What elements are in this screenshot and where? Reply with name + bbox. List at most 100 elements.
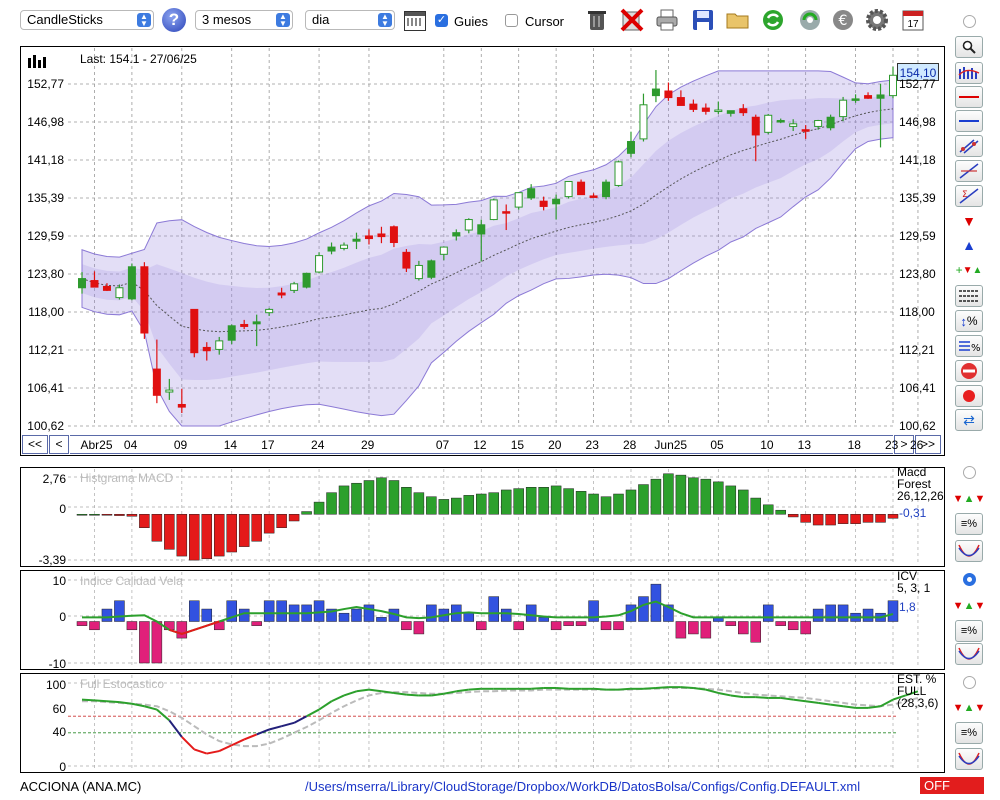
guides-checkbox[interactable]: ✓ xyxy=(435,14,448,27)
icv-bar xyxy=(800,621,811,635)
trash-icon[interactable] xyxy=(584,6,610,34)
arrow-up-blue-icon[interactable]: ▲ xyxy=(962,237,976,253)
icv-bar xyxy=(500,608,512,622)
config-path-link[interactable]: /Users/mserra/Library/CloudStorage/Dropb… xyxy=(305,779,861,794)
icv-chart[interactable] xyxy=(20,570,945,670)
chart-type-select[interactable]: CandleSticks ▲ ▼ xyxy=(20,10,154,30)
macd-bar xyxy=(126,513,138,517)
v-curve-icon[interactable] xyxy=(955,643,983,665)
icv-bar xyxy=(363,604,375,622)
gear-icon[interactable] xyxy=(864,6,890,34)
x-tick-label: 15 xyxy=(510,438,525,452)
icv-bar xyxy=(675,621,687,639)
stoch-k-segment xyxy=(556,686,569,690)
icv-bar xyxy=(513,621,524,631)
update-icon[interactable] xyxy=(797,6,823,34)
macd-bar xyxy=(288,513,300,522)
interval-select[interactable]: dia ▲ ▼ xyxy=(305,10,395,30)
stoch-k-segment xyxy=(318,700,333,711)
help-icon[interactable]: ? xyxy=(162,8,186,32)
candle-body xyxy=(826,116,835,129)
stop-icon[interactable] xyxy=(955,385,983,407)
percent-lines-icon[interactable]: ≡% xyxy=(955,620,983,642)
status-off-badge[interactable]: OFF xyxy=(920,777,984,794)
percent-range-icon[interactable]: ↕% xyxy=(955,310,983,332)
y-tick-label-left: 129,59 xyxy=(27,229,64,243)
y-tick-label-left: 112,21 xyxy=(28,343,64,357)
icv-bar xyxy=(663,604,674,622)
macd-bar xyxy=(476,493,487,515)
y-tick-label-right: 123,80 xyxy=(899,267,936,281)
stoch-ytick-100: 100 xyxy=(45,678,66,692)
icv-bar xyxy=(226,600,237,622)
delete-icon[interactable] xyxy=(619,6,645,34)
icv-bar xyxy=(89,621,100,631)
arrow-down-red-icon[interactable]: ▼ xyxy=(962,213,976,229)
panel-radio-stoch[interactable] xyxy=(963,676,976,689)
icv-bar xyxy=(126,621,138,631)
stoch-k-segment xyxy=(281,721,295,728)
arrows-red-green-icon[interactable]: ▼ ▲ ▼ xyxy=(952,493,986,505)
v-curve-icon[interactable] xyxy=(955,540,983,562)
icv-signal-line-negative xyxy=(169,620,220,636)
candle-body xyxy=(801,129,810,132)
lines-icon[interactable] xyxy=(955,285,983,307)
refresh-icon[interactable] xyxy=(760,6,786,34)
nav-last-button[interactable]: >> xyxy=(915,435,941,454)
candle-body xyxy=(776,120,785,123)
horizontal-line-red-icon[interactable] xyxy=(955,86,983,108)
macd-bar xyxy=(263,513,275,534)
candle-body xyxy=(115,287,124,299)
macd-bar xyxy=(426,496,437,515)
arrows-red-green-icon[interactable]: ▼ ▲ ▼ xyxy=(952,702,986,714)
swap-icon[interactable]: ⇄ xyxy=(955,409,983,431)
candle-body xyxy=(240,323,249,327)
add-arrows-icon[interactable]: + ▼ ▲ xyxy=(955,263,983,277)
arrows-red-green-icon[interactable]: ▼ ▲ ▼ xyxy=(952,600,986,612)
cursor-checkbox[interactable] xyxy=(505,14,518,27)
nav-prev-button[interactable]: < xyxy=(49,435,69,454)
print-icon[interactable] xyxy=(654,6,680,34)
folder-icon[interactable] xyxy=(725,6,751,34)
no-entry-icon[interactable] xyxy=(955,360,983,382)
panel-radio-macd[interactable] xyxy=(963,466,976,479)
panel-radio-icv[interactable] xyxy=(963,573,976,586)
calendar-grid-icon[interactable] xyxy=(404,11,426,31)
stoch-k-segment xyxy=(393,691,407,696)
macd-bar xyxy=(151,513,163,542)
period-select[interactable]: 3 mesos ▲ ▼ xyxy=(195,10,293,30)
channel-icon[interactable] xyxy=(955,135,983,157)
stochastic-chart[interactable] xyxy=(20,673,945,773)
nav-next-button[interactable]: > xyxy=(894,435,914,454)
sigma-icon[interactable]: Σ xyxy=(955,185,983,207)
macd-histogram[interactable] xyxy=(20,467,945,567)
candle-body xyxy=(340,244,349,249)
macd-bar xyxy=(688,477,699,515)
icv-bar xyxy=(525,604,537,622)
timeline-bar[interactable] xyxy=(70,435,893,454)
macd-bar xyxy=(513,488,524,515)
horizontal-line-blue-icon[interactable] xyxy=(955,110,983,132)
zoom-icon[interactable] xyxy=(955,36,983,58)
currency-icon[interactable]: € xyxy=(830,6,856,34)
stoch-k-segment xyxy=(356,688,370,693)
candle-body xyxy=(439,246,448,255)
nav-first-button[interactable]: << xyxy=(22,435,48,454)
candle-chart-icon[interactable] xyxy=(955,62,983,84)
macd-legend-name: Macd xyxy=(897,465,927,479)
candlestick-chart[interactable] xyxy=(20,46,945,431)
v-curve-icon[interactable] xyxy=(955,748,983,770)
percent-lines-icon[interactable]: ≡% xyxy=(955,722,983,744)
candle-body xyxy=(664,90,673,99)
save-icon[interactable] xyxy=(690,6,716,34)
calendar-icon[interactable]: 17 xyxy=(900,6,926,34)
y-tick-label-right: 118,00 xyxy=(899,305,935,319)
percent-lines-icon[interactable]: ≡% xyxy=(955,513,983,535)
candle-body xyxy=(402,251,411,269)
percent-icon[interactable]: % xyxy=(955,335,983,357)
stoch-k-segment xyxy=(381,690,395,694)
panel-radio-main[interactable] xyxy=(963,15,976,28)
icv-bar xyxy=(114,600,125,622)
candle-body xyxy=(689,103,698,110)
trendline-icon[interactable] xyxy=(955,160,983,182)
